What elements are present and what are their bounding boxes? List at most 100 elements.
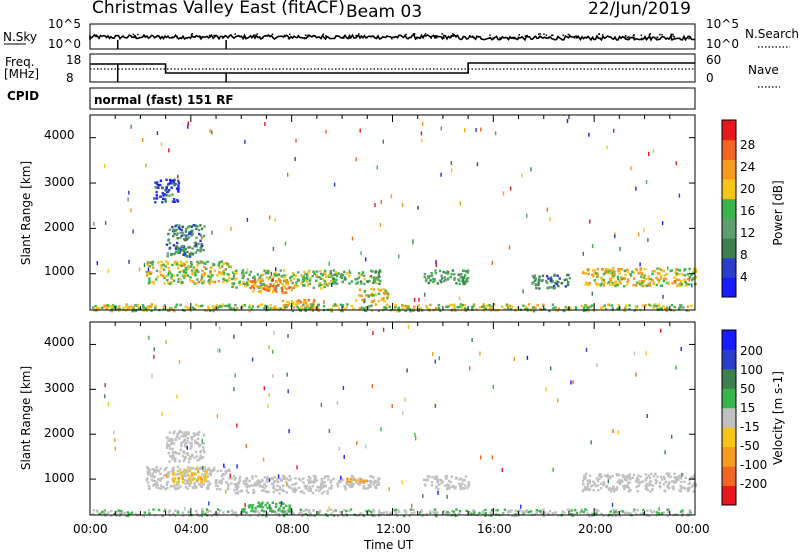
data-cell: [394, 305, 397, 308]
data-cell: [183, 276, 186, 279]
data-cell: [227, 510, 230, 513]
scatter-cell: [434, 359, 436, 364]
data-cell: [200, 245, 204, 248]
freq-label: Freq.: [5, 55, 35, 69]
data-cell: [172, 244, 176, 247]
data-cell: [159, 195, 162, 198]
data-cell: [179, 277, 182, 281]
data-cell: [259, 284, 262, 288]
data-cell: [458, 478, 461, 481]
data-cell: [216, 306, 219, 310]
data-cell: [237, 485, 240, 488]
data-cell: [172, 455, 175, 459]
data-cell: [613, 487, 616, 491]
data-cell: [467, 483, 471, 486]
data-cell: [181, 471, 185, 474]
data-cell: [605, 475, 608, 478]
nsky-dot: [672, 35, 674, 37]
data-cell: [350, 304, 353, 308]
data-cell: [637, 474, 640, 477]
data-cell: [255, 484, 258, 487]
scatter-cell: [398, 254, 400, 259]
data-cell: [163, 474, 166, 477]
data-cell: [404, 510, 408, 513]
data-cell: [675, 278, 678, 281]
data-cell: [592, 309, 596, 313]
data-cell: [263, 269, 266, 272]
data-cell: [658, 272, 661, 276]
data-cell: [154, 201, 157, 204]
data-cell: [244, 284, 247, 288]
data-cell: [514, 513, 517, 516]
scatter-cell: [280, 500, 283, 505]
data-cell: [226, 487, 230, 491]
data-cell: [575, 511, 579, 515]
data-cell: [203, 225, 206, 228]
data-cell: [146, 274, 149, 277]
data-cell: [293, 490, 297, 493]
data-cell: [197, 228, 201, 232]
data-cell: [651, 279, 654, 282]
data-cell: [307, 509, 311, 512]
data-cell: [627, 490, 631, 493]
data-cell: [200, 278, 203, 282]
data-cell: [593, 279, 596, 282]
data-cell: [308, 282, 312, 286]
data-cell: [657, 279, 661, 282]
data-cell: [439, 279, 442, 282]
data-cell: [673, 472, 676, 475]
vel-cbar-segment: [722, 368, 736, 389]
data-cell: [162, 268, 166, 271]
data-cell: [552, 284, 556, 288]
data-cell: [200, 227, 204, 231]
data-cell: [350, 483, 353, 486]
data-cell: [303, 270, 306, 274]
data-cell: [653, 281, 656, 284]
data-cell: [168, 271, 171, 274]
data-cell: [190, 478, 193, 481]
data-cell: [147, 484, 151, 487]
data-cell: [197, 262, 201, 265]
data-cell: [195, 455, 198, 458]
vel-ylabel: Slant Range [km]: [19, 365, 33, 471]
nsky-dot: [314, 35, 316, 37]
data-cell: [217, 264, 220, 267]
data-cell: [611, 269, 614, 272]
data-cell: [481, 512, 485, 515]
data-cell: [660, 307, 663, 310]
data-cell: [294, 477, 297, 480]
nsky-dot: [172, 36, 174, 38]
data-cell: [252, 283, 255, 286]
data-cell: [269, 304, 272, 307]
data-cell: [255, 508, 258, 511]
data-cell: [596, 484, 600, 487]
data-cell: [648, 514, 651, 517]
data-cell: [545, 279, 548, 283]
data-cell: [302, 300, 306, 304]
data-cell: [470, 512, 473, 515]
freq-unit-label: [MHz]: [4, 67, 40, 81]
xtick-0000-end: 00:00: [675, 522, 710, 536]
nsky-dot: [518, 34, 520, 36]
data-cell: [428, 275, 432, 278]
data-cell: [555, 280, 558, 283]
data-cell: [584, 272, 588, 275]
data-cell: [429, 303, 432, 307]
data-cell: [619, 480, 622, 483]
data-cell: [203, 272, 206, 275]
data-cell: [230, 509, 234, 512]
data-cell: [348, 282, 351, 285]
data-cell: [554, 281, 557, 285]
data-cell: [204, 478, 207, 481]
scatter-cell: [432, 351, 434, 356]
scatter-cell: [153, 347, 155, 352]
scatter-cell: [402, 411, 404, 416]
data-cell: [670, 269, 673, 272]
data-cell: [313, 478, 316, 482]
scatter-cell: [268, 345, 270, 350]
data-cell: [424, 279, 428, 283]
data-cell: [329, 508, 333, 511]
data-cell: [644, 303, 647, 307]
nsky-dot: [416, 37, 418, 40]
data-cell: [166, 252, 169, 255]
